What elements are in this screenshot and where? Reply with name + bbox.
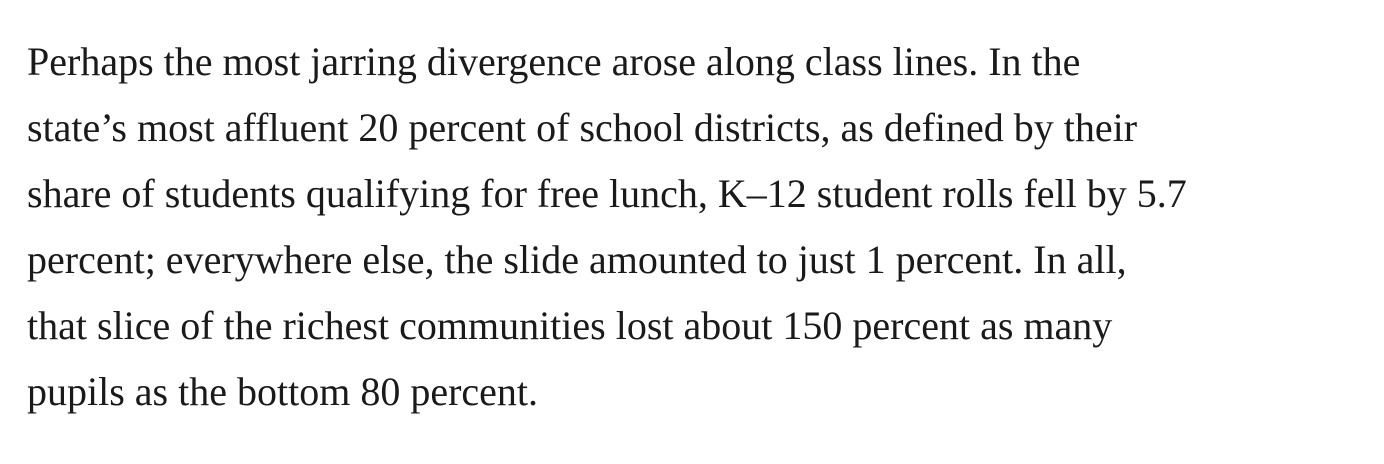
text-line: pupils as the bottom 80 percent. — [27, 369, 539, 414]
text-line: that slice of the richest communities lo… — [27, 303, 1113, 348]
paragraph: Perhaps the most jarring divergence aros… — [27, 29, 1187, 425]
text-line: percent; everywhere else, the slide amou… — [27, 237, 1127, 282]
text-line: state’s most affluent 20 percent of scho… — [27, 105, 1138, 150]
text-line: Perhaps the most jarring divergence aros… — [27, 39, 1081, 84]
text-line: share of students qualifying for free lu… — [27, 171, 1187, 216]
